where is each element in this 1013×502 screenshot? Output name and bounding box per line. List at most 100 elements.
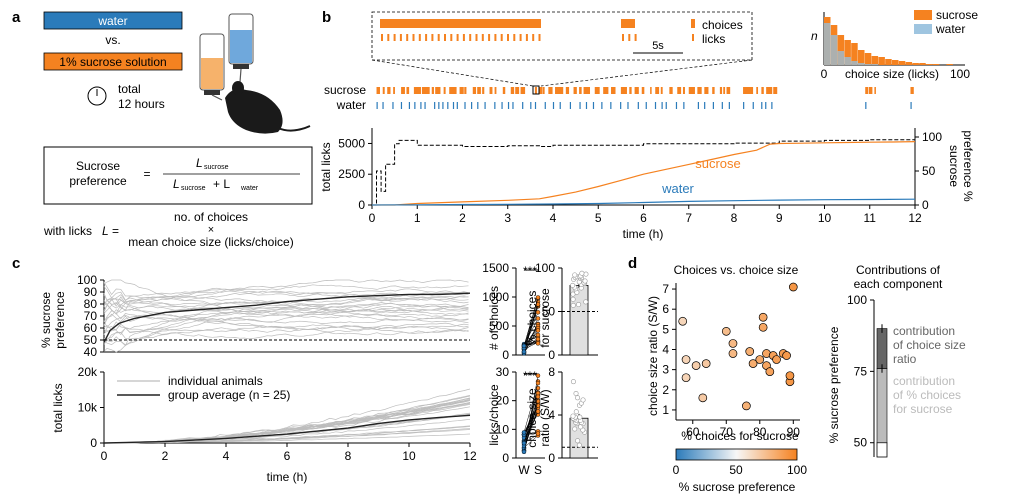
pair-line [523, 343, 539, 346]
animal-point [573, 409, 579, 415]
with-licks-label: with licks [43, 224, 92, 238]
animal-point [570, 379, 576, 385]
colorbar-label: % sucrose preference [679, 480, 796, 494]
scale-label: 5s [652, 40, 664, 52]
hist-sucrose-bar [885, 59, 892, 65]
y-tick-label: 500 [489, 319, 509, 333]
pair-line [523, 330, 539, 352]
water-lick [424, 102, 426, 109]
scatter-point [782, 351, 791, 360]
y-tick-label: 50 [542, 305, 556, 319]
c-bot-xlabel: time (h) [267, 470, 308, 484]
water-lick [579, 102, 581, 109]
sucrose-lick [650, 87, 652, 94]
water-lick [530, 102, 532, 109]
x-tick-label: 6 [640, 211, 647, 225]
pct-choices-contribution-bar [876, 368, 888, 444]
scatter-title: Choices vs. choice size [674, 263, 799, 277]
colorbar-tick-50: 50 [729, 463, 743, 477]
hist-sucrose-bar [892, 60, 899, 65]
lick-tick [425, 34, 428, 41]
water-point [521, 449, 527, 455]
sucrose-line [372, 141, 916, 206]
y-tick-label: 2500 [338, 167, 365, 181]
water-line [371, 198, 916, 206]
sucrose-lick [435, 87, 441, 94]
lick-tick [628, 34, 631, 41]
with-licks-eq: = [112, 224, 119, 238]
mean-choice-size: mean choice size (licks/choice) [128, 235, 293, 249]
hist-sucrose-bar [844, 40, 851, 65]
water-lick [434, 102, 436, 109]
scatter-point [745, 347, 755, 356]
lick-tick [500, 34, 503, 41]
hist-sucrose-bar [837, 35, 845, 65]
x-tick-label: 11 [864, 211, 877, 225]
baseline-bar [876, 442, 888, 458]
hist-sucrose-bar [932, 64, 940, 65]
water-lick [771, 102, 773, 109]
sucrose-lick [634, 87, 639, 94]
x-tick-label: 10 [402, 449, 416, 463]
sucrose-lick [655, 87, 660, 94]
choice-bar [691, 19, 695, 28]
individual-line [104, 402, 471, 444]
individual-line [103, 308, 469, 346]
sucrose-lick [393, 87, 395, 94]
water-lick [438, 102, 440, 109]
water-lick [654, 102, 657, 109]
water-lick [637, 102, 639, 109]
y-tick-label: 3 [662, 363, 669, 377]
sucrose-point [535, 431, 541, 436]
scatter-point [748, 359, 758, 368]
animal-point [583, 271, 589, 277]
licks-xtick-s: S [534, 463, 542, 477]
water-lick [534, 102, 537, 109]
group-average-line [103, 292, 471, 343]
y-tick-right-label: 100 [922, 130, 942, 144]
sucrose-point [535, 310, 541, 315]
individual-line [103, 284, 469, 322]
x-tick-label: 9 [776, 211, 783, 225]
contrib-legend-1c: ratio [893, 352, 917, 366]
water-lick [661, 102, 663, 109]
animal-point [576, 302, 582, 308]
pair-line [523, 400, 539, 436]
duration-label: 12 hours [118, 97, 165, 111]
contrib-legend-1b: of choice size [893, 338, 966, 352]
x-tick-label: 60 [686, 425, 700, 439]
water-lick [704, 102, 706, 109]
sucrose-lick [910, 87, 914, 94]
sucrose-lick [489, 87, 493, 94]
scatter-point [681, 355, 691, 364]
y-tick-label: 90 [84, 285, 98, 299]
animal-point [570, 296, 576, 302]
sucrose-lick [704, 87, 709, 94]
water-lick [712, 102, 714, 109]
water-lick [645, 102, 647, 109]
formula-sub-sucrose-num: sucrose [204, 164, 229, 171]
y-tick-label: 1500 [482, 261, 509, 275]
inset-choices-label: choices [702, 18, 743, 32]
x-tick-label: 5 [595, 211, 602, 225]
water-lick [408, 102, 411, 109]
water-lick [610, 102, 612, 109]
sucrose-lick [459, 87, 464, 94]
total-label: total [118, 82, 141, 96]
choices-sig: *** [523, 264, 537, 278]
individual-line [103, 314, 469, 329]
contrib-legend-1a: contribution [893, 324, 955, 338]
ratio-ylabel-1: choice size [525, 388, 539, 448]
sucrose-lick [766, 87, 771, 94]
x-tick-label: 7 [685, 211, 692, 225]
sucrose-point [535, 394, 541, 399]
pair-line [523, 297, 539, 347]
individual-line [103, 323, 469, 344]
water-lick [484, 102, 486, 109]
legend-sucrose: sucrose [936, 8, 978, 22]
x-tick-label: 2 [162, 449, 169, 463]
lick-tick [431, 34, 434, 41]
pair-line [523, 388, 539, 441]
sucrose-lick [502, 87, 506, 94]
scatter-point [678, 316, 688, 326]
